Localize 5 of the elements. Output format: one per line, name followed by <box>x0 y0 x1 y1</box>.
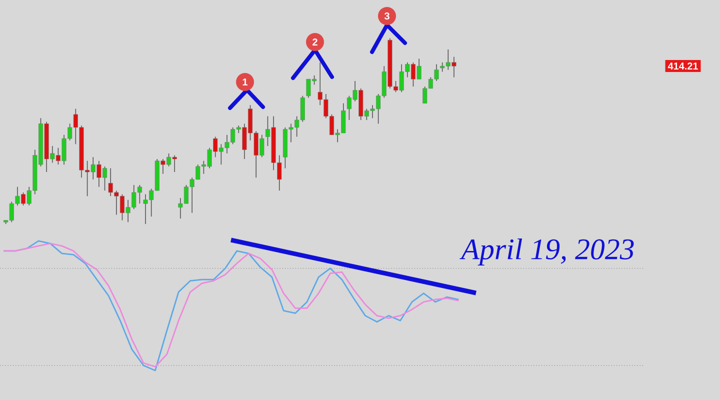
text: 3 <box>384 12 390 20</box>
text: 414.21 <box>668 62 698 70</box>
annotation: 1 <box>242 78 248 86</box>
annotation: 2 <box>312 38 318 46</box>
annotation: April 19, 2023 <box>460 238 634 266</box>
